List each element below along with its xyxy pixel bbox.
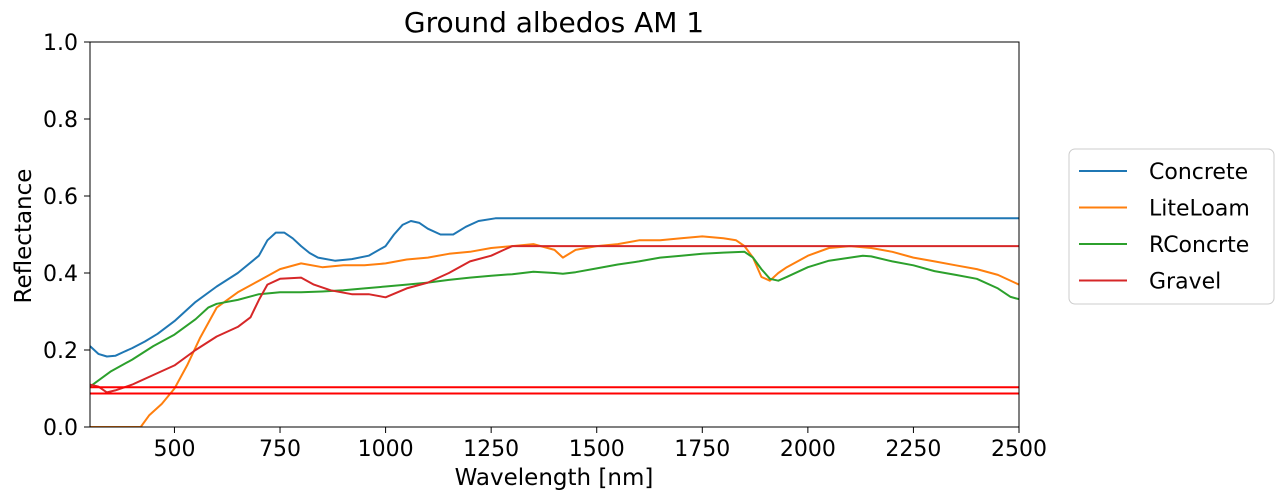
x-tick-label: 2250 — [885, 437, 941, 462]
x-tick-label: 750 — [259, 437, 301, 462]
series-line-rconcrte — [90, 250, 1019, 388]
x-tick-label: 2000 — [780, 437, 836, 462]
series-line-gravel — [90, 245, 1019, 394]
legend-label-concrete: Concrete — [1149, 160, 1248, 185]
legend: Concrete LiteLoam RConcrte Gravel — [1068, 148, 1275, 305]
x-tick-label: 500 — [153, 437, 195, 462]
y-tick-label: 0.2 — [43, 339, 78, 364]
legend-label-liteloam: LiteLoam — [1149, 197, 1250, 222]
x-tick-label: 1000 — [358, 437, 414, 462]
legend-frame — [1068, 148, 1275, 305]
y-ticks: 0.0 0.2 0.4 0.6 0.8 1.0 — [43, 31, 90, 441]
y-tick-label: 0.8 — [43, 108, 78, 133]
series-layer — [90, 217, 1019, 427]
legend-label-gravel: Gravel — [1149, 270, 1221, 295]
series-line-concrete — [90, 217, 1019, 358]
y-tick-label: 0.6 — [43, 185, 78, 210]
x-tick-label: 1500 — [569, 437, 625, 462]
chart-title: Ground albedos AM 1 — [404, 6, 704, 39]
y-tick-label: 1.0 — [43, 31, 78, 56]
legend-label-rconcrte: RConcrte — [1149, 233, 1249, 258]
x-axis-label: Wavelength [nm] — [455, 465, 654, 491]
plot-frame — [89, 41, 1020, 428]
x-tick-label: 2500 — [991, 437, 1047, 462]
y-tick-label: 0.4 — [43, 262, 78, 287]
x-tick-label: 1750 — [674, 437, 730, 462]
y-tick-label: 0.0 — [43, 416, 78, 441]
y-axis-label: Reflectance — [11, 169, 37, 304]
x-tick-label: 1250 — [463, 437, 519, 462]
x-ticks: 500 750 1000 1250 1500 1750 2000 2250 2500 — [153, 427, 1047, 462]
